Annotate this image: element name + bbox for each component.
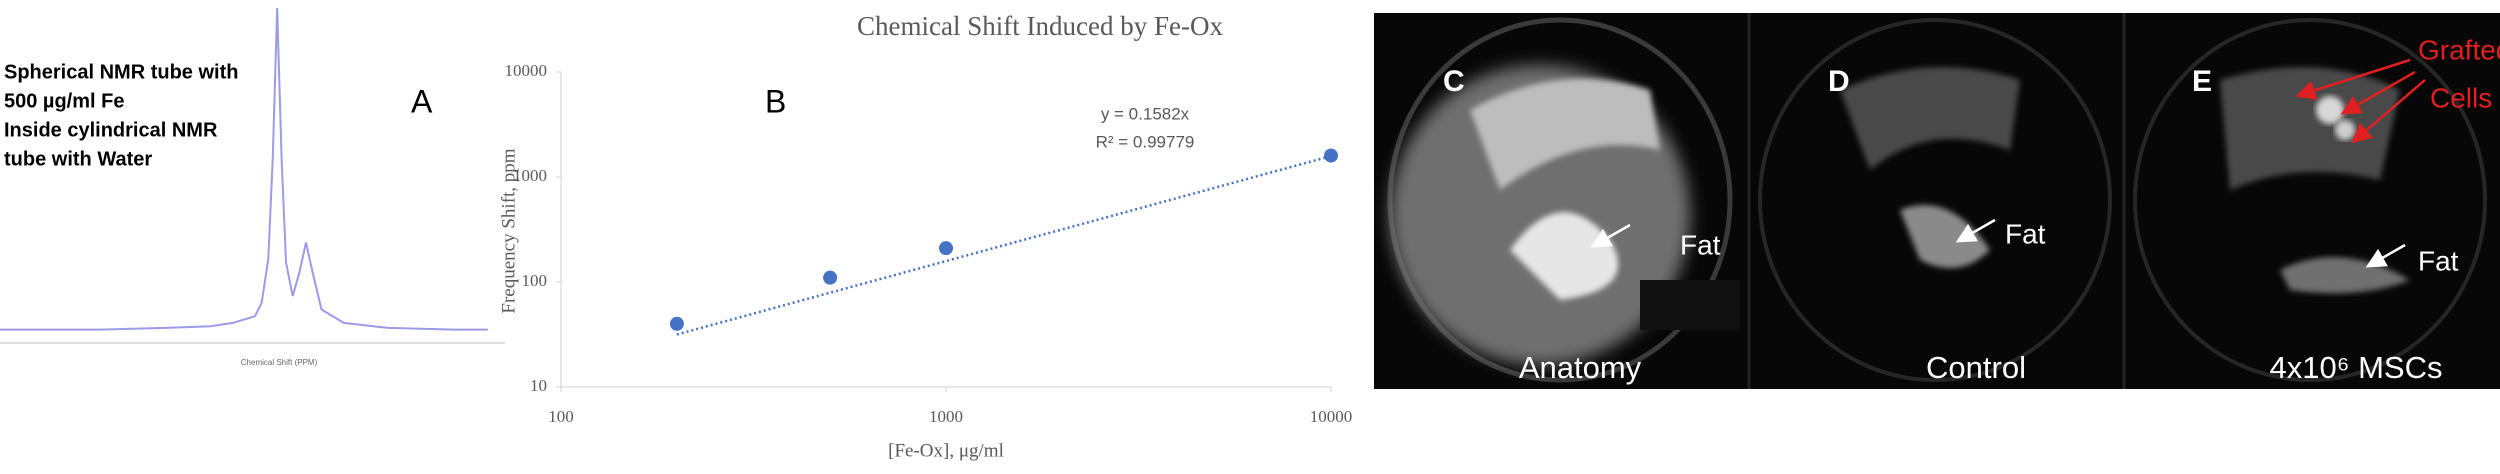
- tissue: [2220, 67, 2400, 190]
- callout: Cells: [2430, 82, 2492, 113]
- y-tick-label: 1000: [513, 166, 547, 185]
- y-tick-label: 100: [522, 271, 548, 290]
- callout: Grafted: [2418, 34, 2500, 65]
- panel-label: C: [1443, 65, 1465, 98]
- spectrum-line: [0, 7, 488, 331]
- data-point: [669, 316, 684, 331]
- y-axis-label: Frequency Shift, ppm: [498, 148, 519, 313]
- tissue: [1640, 280, 1740, 330]
- arrow: [1955, 218, 1996, 243]
- x-tick-label: 100: [548, 407, 574, 426]
- marker-label: Fat: [2005, 218, 2046, 249]
- note-line: Spherical NMR tube with: [4, 61, 238, 83]
- arrow: [2295, 58, 2411, 100]
- y-tick-label: 10000: [505, 61, 548, 80]
- trendline: [676, 154, 1332, 336]
- annotation: y = 0.1582x: [1101, 104, 1190, 123]
- panel-label: D: [1828, 65, 1850, 98]
- caption: Anatomy: [1519, 350, 1642, 385]
- x-tick-label: 10000: [1310, 407, 1353, 426]
- panel-label: A: [411, 83, 433, 119]
- caption: Control: [1926, 350, 2026, 385]
- mri-panels: C Fat Anatomy D Fat Control E Fat 4x10⁶ …: [1374, 13, 2500, 389]
- caption: 4x10⁶ MSCs: [2270, 350, 2443, 385]
- arrow: [2340, 70, 2416, 115]
- arrow: [2351, 79, 2426, 144]
- coil-outline: [2133, 18, 2487, 382]
- grafted-cells: [2335, 120, 2355, 140]
- tissue: [1470, 78, 1660, 190]
- tissue: [1900, 205, 1990, 268]
- data-point: [939, 241, 953, 256]
- x-tick-label: 1000: [929, 407, 963, 426]
- grafted-cells: [2316, 96, 2344, 124]
- annotation: R² = 0.99779: [1096, 132, 1195, 151]
- coil-outline: [1758, 18, 2112, 382]
- panel-label: E: [2192, 65, 2212, 98]
- coil-outline: [1387, 17, 1733, 383]
- note-line: tube with Water: [4, 148, 152, 170]
- chart-title: Chemical Shift Induced by Fe-Ox: [857, 11, 1223, 41]
- x-axis-label: Chemical Shift (PPM): [241, 358, 318, 367]
- arrow: [1590, 223, 1631, 248]
- tissue: [1840, 67, 2020, 170]
- x-axis-label: [Fe-Ox], μg/ml: [888, 440, 1004, 461]
- data-point: [823, 270, 838, 285]
- arrow: [2365, 243, 2406, 268]
- marker-label: Fat: [1680, 229, 1721, 260]
- marker-label: Fat: [2418, 245, 2459, 276]
- note-line: Inside cylindrical NMR: [4, 119, 218, 141]
- note-line: 500 µg/ml Fe: [4, 90, 124, 112]
- panel-label: B: [765, 83, 786, 119]
- y-tick-label: 10: [530, 376, 547, 395]
- data-point: [1324, 148, 1338, 163]
